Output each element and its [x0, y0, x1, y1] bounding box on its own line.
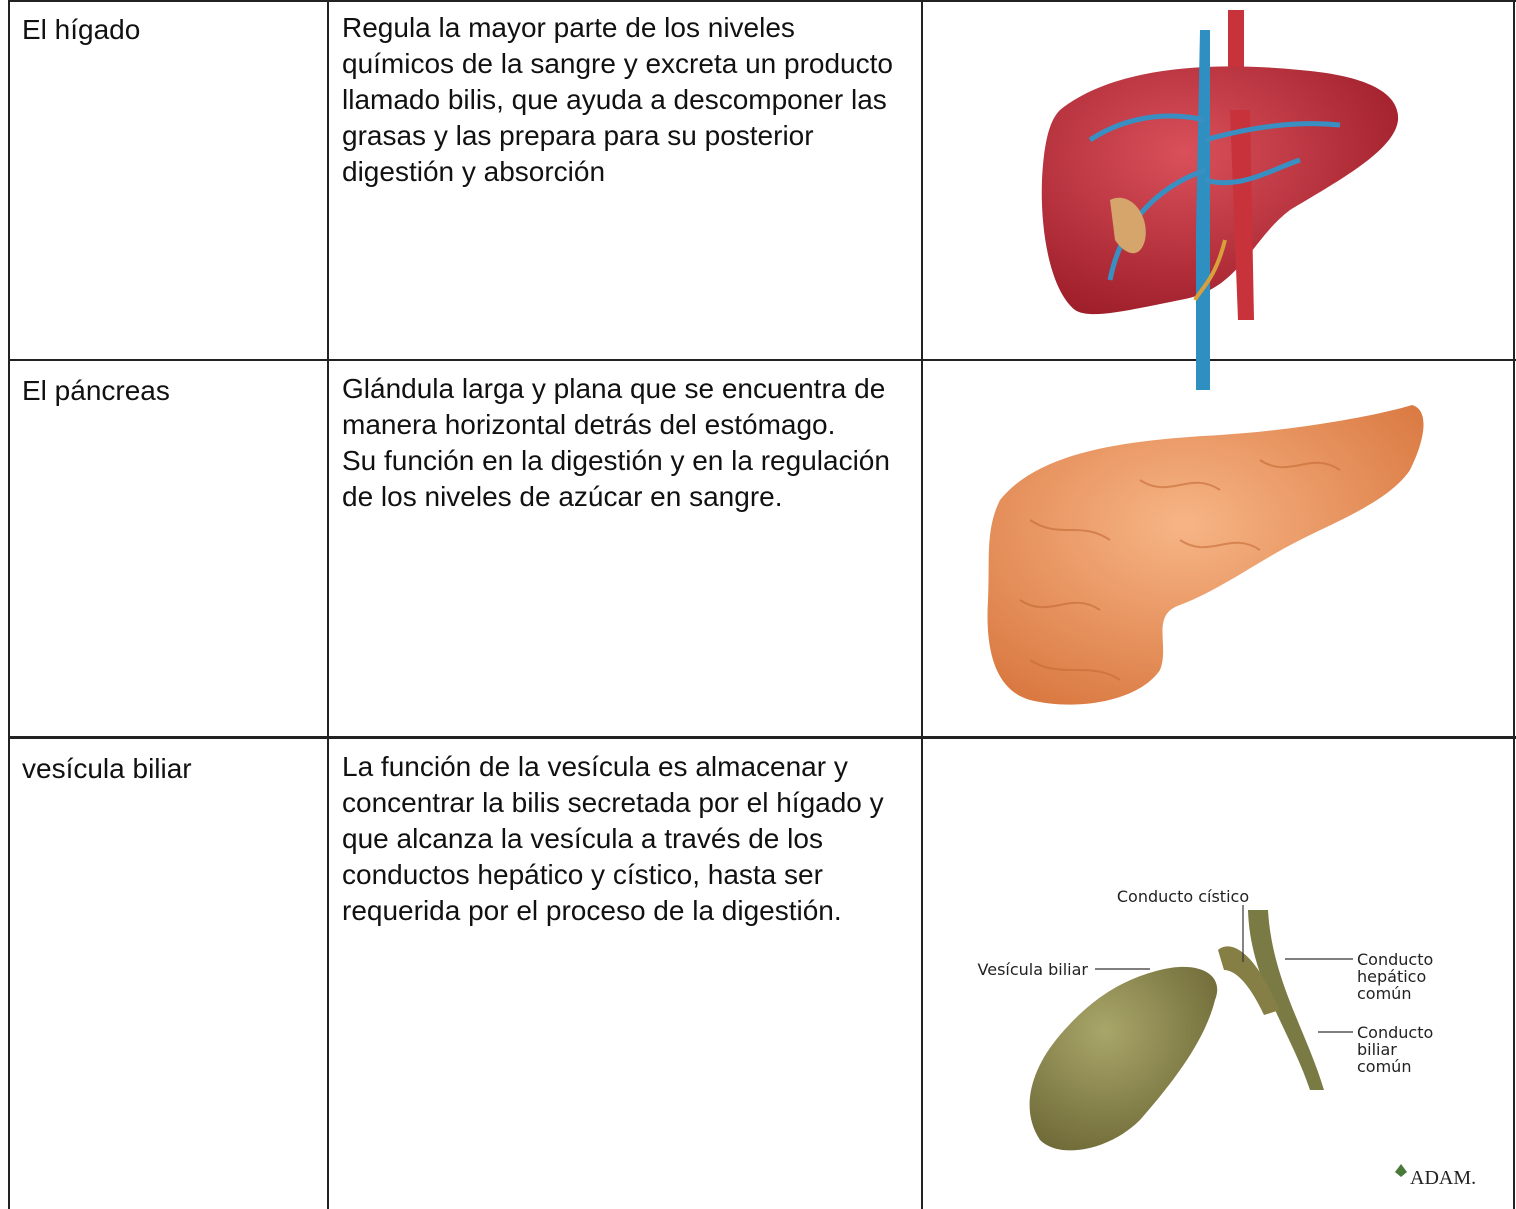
figure-label: Conducto hepático común [1357, 950, 1438, 1003]
organ-description: La función de la vesícula es almacenar y… [328, 739, 908, 929]
table-border [8, 0, 10, 1209]
label-line: hepático [1357, 967, 1426, 986]
table-border [8, 0, 1516, 2]
figure-label: Vesícula biliar [978, 960, 1089, 979]
pancreas-illustration [987, 405, 1424, 705]
gallbladder-illustration: Conducto cístico Vesícula biliar Conduct… [978, 887, 1477, 1189]
column-border [921, 0, 923, 1209]
organ-description: Glándula larga y plana que se encuentra … [328, 361, 908, 515]
paragraph: Regula la mayor parte de los niveles quí… [342, 12, 893, 187]
organ-name: El hígado [22, 14, 141, 45]
organ-name: El páncreas [22, 375, 170, 406]
row-border [8, 359, 1516, 361]
column-border [327, 0, 329, 1209]
label-line: Conducto [1357, 950, 1433, 969]
paragraph: Glándula larga y plana que se encuentra … [342, 373, 886, 440]
liver-illustration [1041, 10, 1399, 390]
organ-name: vesícula biliar [22, 753, 192, 784]
row-border [8, 736, 1516, 739]
table-border [1513, 0, 1515, 1209]
paragraph: Su función en la digestión y en la regul… [342, 445, 890, 512]
paragraph: La función de la vesícula es almacenar y… [342, 751, 884, 926]
figure-label: Conducto cístico [1117, 887, 1249, 906]
label-line: biliar [1357, 1040, 1397, 1059]
label-line: Conducto [1357, 1023, 1433, 1042]
figure-label: Conducto biliar común [1357, 1023, 1438, 1076]
figure-credit: ADAM. [1410, 1167, 1476, 1189]
label-line: común [1357, 1057, 1411, 1076]
organ-description: Regula la mayor parte de los niveles quí… [328, 0, 908, 190]
label-line: común [1357, 984, 1411, 1003]
